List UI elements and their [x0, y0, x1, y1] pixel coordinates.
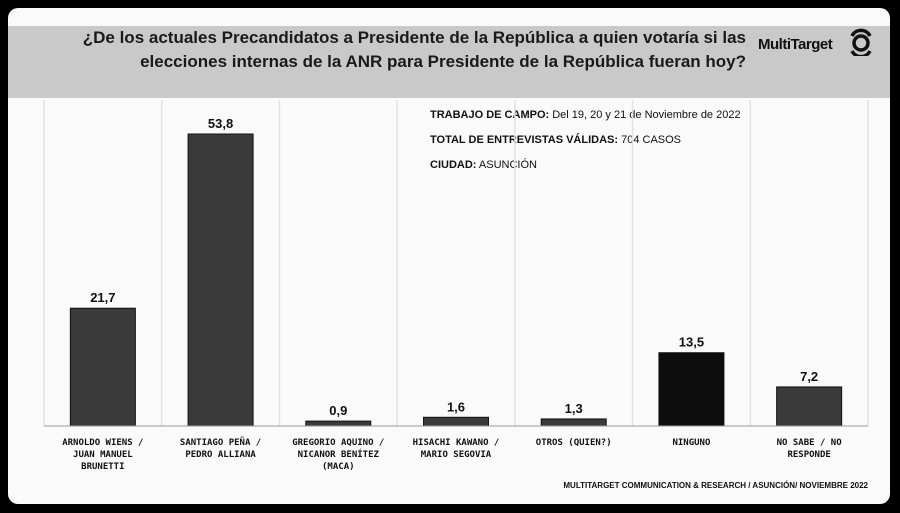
category-label: GREGORIO AQUINO / NICANOR BENÍTEZ (MACA) — [292, 438, 384, 472]
chart-frame: ¿De los actuales Precandidatos a Preside… — [8, 8, 890, 504]
data-label: 21,7 — [90, 290, 115, 305]
category-label: NINGUNO — [672, 438, 711, 448]
target-icon — [850, 28, 872, 56]
bar — [540, 418, 607, 427]
meta-fieldwork: TRABAJO DE CAMPO: Del 19, 20 y 21 de Nov… — [430, 109, 741, 121]
category-label: OTROS (QUIEN?) — [536, 438, 612, 448]
category-label-line: GREGORIO AQUINO / — [292, 438, 384, 448]
bar — [305, 420, 372, 427]
data-label: 1,3 — [565, 401, 583, 416]
bar — [423, 416, 489, 427]
data-label: 53,8 — [208, 116, 233, 131]
bar — [187, 133, 254, 427]
bar — [658, 352, 725, 427]
chart-title: ¿De los actuales Precandidatos a Preside… — [82, 28, 746, 71]
category-label-line: OTROS (QUIEN?) — [536, 438, 612, 448]
footer-credit: MULTITARGET COMMUNICATION & RESEARCH / A… — [563, 481, 868, 490]
meta-interviews: TOTAL DE ENTREVISTAS VÁLIDAS: 704 CASOS — [430, 134, 682, 146]
data-label: 13,5 — [679, 335, 704, 350]
data-label: 1,6 — [447, 399, 465, 414]
category-label-line: JUAN MANUEL — [73, 450, 133, 460]
category-label: SANTIAGO PEÑA / PEDRO ALLIANA — [180, 437, 261, 460]
category-label-line: NO SABE / NO — [777, 438, 843, 448]
category-label-line: HISACHI KAWANO / — [413, 438, 500, 448]
bar-chart: 21,7 ARNOLDO WIENS / JUAN MANUEL BRUNETTI 53… — [43, 100, 869, 472]
survey-meta: TRABAJO DE CAMPO: Del 19, 20 y 21 de Nov… — [430, 108, 741, 183]
bar — [776, 386, 843, 427]
category-label-line: SANTIAGO PEÑA / — [180, 437, 261, 448]
data-label: 0,9 — [329, 403, 347, 418]
category-label-line: (MACA) — [322, 462, 355, 472]
category-label-line: BRUNETTI — [81, 462, 124, 472]
meta-city: CIUDAD: ASUNCIÓN — [430, 159, 537, 171]
brand-name: MultiTarget — [758, 36, 833, 53]
category-label-line: MARIO SEGOVIA — [421, 450, 492, 460]
category-label: HISACHI KAWANO / MARIO SEGOVIA — [413, 438, 500, 460]
category-label-line: PEDRO ALLIANA — [185, 450, 256, 460]
title-band — [8, 26, 890, 98]
data-label: 7,2 — [800, 369, 818, 384]
brand-logo: MultiTarget — [758, 22, 876, 62]
category-label: NO SABE / NO RESPONDE — [777, 438, 843, 460]
category-label: ARNOLDO WIENS / JUAN MANUEL BRUNETTI — [62, 438, 143, 472]
category-label-line: NICANOR BENÍTEZ — [298, 448, 380, 460]
category-label-line: NINGUNO — [672, 438, 711, 448]
bar — [69, 307, 136, 427]
category-label-line: RESPONDE — [787, 450, 830, 460]
category-label-line: ARNOLDO WIENS / — [62, 438, 143, 448]
